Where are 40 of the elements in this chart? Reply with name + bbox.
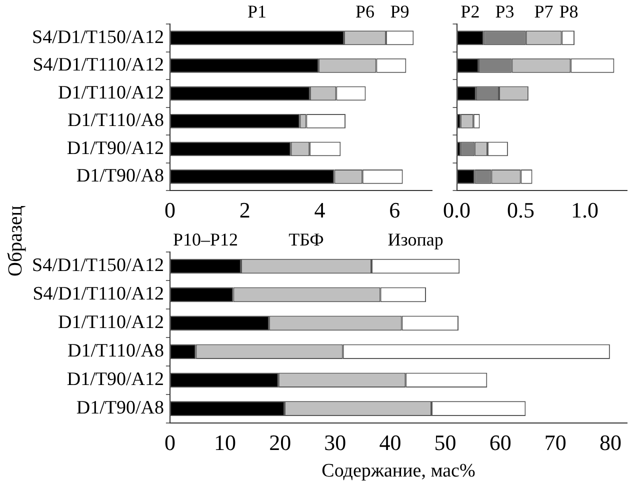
y-tick-label: D1/T110/A8 <box>68 110 164 132</box>
x-tick-label: 6 <box>389 198 400 223</box>
series-label: P10–P12 <box>172 230 238 250</box>
y-tick-label: D1/T90/A8 <box>76 398 164 419</box>
x-tick-label: 0 <box>164 430 176 455</box>
y-tick-label: S4/D1/T150/A12 <box>32 26 164 48</box>
x-tick-label: 20 <box>269 430 292 455</box>
x-tick-label: 0.0 <box>443 198 470 223</box>
x-tick-label: 0.5 <box>507 198 535 223</box>
series-label: P6 <box>355 2 374 22</box>
series-label: Изопар <box>388 230 444 250</box>
y-tick-label: D1/T110/A8 <box>68 340 164 362</box>
x-tick-label: 80 <box>599 430 622 455</box>
x-axis-title: Содержание, мас% <box>322 460 476 482</box>
y-tick-label: S4/D1/T110/A12 <box>32 54 164 76</box>
y-tick-label: D1/T90/A12 <box>66 369 164 390</box>
x-tick-label: 2 <box>239 198 250 223</box>
series-label: ТБФ <box>288 230 324 250</box>
y-tick-label: D1/T110/A12 <box>58 82 164 104</box>
y-tick-label: D1/T90/A12 <box>66 138 164 159</box>
y-tick-label: S4/D1/T150/A12 <box>32 255 164 276</box>
series-label: P1 <box>247 2 266 22</box>
x-tick-label: 50 <box>434 430 456 455</box>
series-label: P8 <box>559 2 578 22</box>
x-tick-label: 4 <box>314 198 326 223</box>
x-tick-label: 30 <box>324 430 346 455</box>
y-axis-title: Образец <box>4 206 28 276</box>
y-tick-label: S4/D1/T110/A12 <box>32 284 164 305</box>
series-label: P2 <box>460 2 480 22</box>
series-label: P7 <box>534 2 554 22</box>
series-label: P3 <box>495 2 514 22</box>
x-tick-label: 40 <box>379 430 402 455</box>
series-label: P9 <box>390 2 410 22</box>
y-tick-label: D1/T90/A8 <box>76 166 164 187</box>
x-tick-label: 70 <box>544 430 566 455</box>
x-tick-label: 10 <box>214 430 236 455</box>
x-tick-label: 60 <box>489 430 512 455</box>
x-tick-label: 0 <box>164 198 176 223</box>
y-tick-label: D1/T110/A12 <box>58 312 164 334</box>
x-tick-label: 1.0 <box>571 198 599 223</box>
